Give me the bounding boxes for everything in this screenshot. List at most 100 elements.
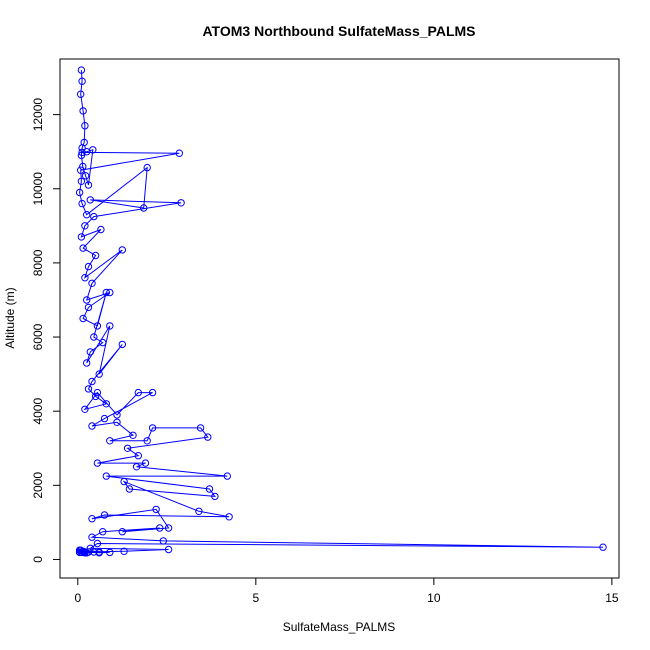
data-point bbox=[106, 437, 114, 445]
data-point bbox=[99, 528, 107, 536]
data-point bbox=[100, 511, 109, 519]
data-point bbox=[77, 233, 86, 241]
x-axis-label: SulfateMass_PALMS bbox=[283, 620, 396, 634]
data-point bbox=[93, 322, 102, 330]
y-tick-label: 2000 bbox=[31, 472, 45, 499]
x-tick-label: 0 bbox=[74, 591, 81, 605]
data-point bbox=[159, 537, 168, 545]
y-tick-label: 6000 bbox=[31, 323, 45, 350]
data-point bbox=[78, 148, 86, 157]
y-tick-label: 10000 bbox=[31, 172, 45, 206]
data-point bbox=[205, 485, 214, 493]
data-point bbox=[123, 444, 132, 452]
data-point bbox=[88, 279, 96, 287]
data-point bbox=[141, 459, 150, 467]
data-point bbox=[77, 151, 86, 160]
data-point bbox=[77, 177, 86, 186]
data-point bbox=[113, 411, 121, 419]
data-point bbox=[95, 548, 103, 556]
data-point bbox=[90, 548, 98, 556]
data-point bbox=[90, 212, 98, 221]
data-point bbox=[79, 244, 87, 252]
data-point bbox=[93, 539, 102, 548]
data-point bbox=[83, 211, 91, 219]
data-point bbox=[225, 513, 233, 521]
data-point bbox=[102, 400, 111, 408]
data-point bbox=[93, 459, 102, 467]
data-point bbox=[100, 414, 109, 423]
data-point bbox=[90, 333, 98, 341]
data-point bbox=[91, 392, 100, 401]
data-point bbox=[140, 204, 148, 212]
data-point bbox=[152, 505, 160, 514]
data-point bbox=[88, 533, 96, 541]
data-point bbox=[81, 405, 89, 413]
series-layer bbox=[75, 66, 607, 557]
data-point bbox=[118, 528, 127, 536]
data-point bbox=[106, 322, 114, 330]
data-point bbox=[177, 199, 185, 207]
y-tick-label: 12000 bbox=[31, 98, 45, 132]
data-point bbox=[113, 418, 121, 426]
data-point bbox=[143, 163, 151, 172]
data-point bbox=[77, 166, 85, 174]
data-point bbox=[83, 359, 91, 367]
data-point bbox=[129, 431, 137, 439]
data-point bbox=[77, 66, 86, 74]
data-point bbox=[84, 303, 93, 312]
data-point bbox=[75, 548, 84, 556]
y-tick-label: 0 bbox=[31, 556, 45, 563]
data-point bbox=[81, 122, 89, 130]
y-axis-label: Altitude (m) bbox=[3, 287, 17, 348]
data-point bbox=[125, 485, 134, 493]
data-point bbox=[134, 452, 143, 460]
data-point bbox=[79, 314, 87, 323]
data-point bbox=[132, 463, 141, 471]
data-point bbox=[97, 225, 105, 234]
data-point bbox=[81, 274, 89, 282]
data-point bbox=[77, 546, 85, 554]
data-point bbox=[196, 424, 205, 432]
data-point bbox=[120, 477, 128, 486]
data-point bbox=[91, 251, 100, 260]
data-point bbox=[120, 547, 128, 555]
data-point bbox=[83, 296, 91, 304]
data-point bbox=[118, 246, 127, 254]
chart-title: ATOM3 Northbound SulfateMass_PALMS bbox=[202, 23, 475, 39]
data-point bbox=[164, 545, 173, 554]
data-point bbox=[134, 388, 143, 397]
data-point bbox=[81, 222, 89, 230]
data-point bbox=[77, 90, 85, 98]
data-point bbox=[106, 548, 114, 557]
data-point bbox=[95, 370, 103, 378]
data-point bbox=[83, 148, 91, 156]
data-point bbox=[175, 149, 184, 157]
data-point bbox=[88, 377, 96, 386]
data-point bbox=[84, 181, 93, 189]
data-point bbox=[93, 388, 102, 397]
data-point bbox=[88, 422, 96, 430]
x-tick-label: 15 bbox=[605, 591, 619, 605]
data-point bbox=[88, 515, 96, 523]
data-point bbox=[106, 288, 114, 297]
data-point bbox=[81, 172, 90, 180]
data-point bbox=[204, 433, 212, 441]
data-point bbox=[99, 338, 107, 347]
data-point bbox=[75, 188, 84, 197]
data-point bbox=[599, 543, 607, 551]
data-point bbox=[156, 524, 164, 532]
data-point bbox=[79, 162, 87, 171]
data-point bbox=[78, 199, 86, 208]
plot-frame bbox=[59, 58, 620, 579]
data-point bbox=[86, 348, 95, 356]
y-tick-label: 8000 bbox=[31, 249, 45, 276]
data-point bbox=[148, 424, 157, 432]
data-point bbox=[211, 492, 219, 501]
data-point bbox=[78, 77, 86, 85]
data-point bbox=[84, 385, 93, 393]
data-point bbox=[148, 388, 157, 397]
series-line bbox=[78, 70, 604, 554]
data-point bbox=[223, 472, 232, 480]
data-point bbox=[143, 437, 151, 445]
